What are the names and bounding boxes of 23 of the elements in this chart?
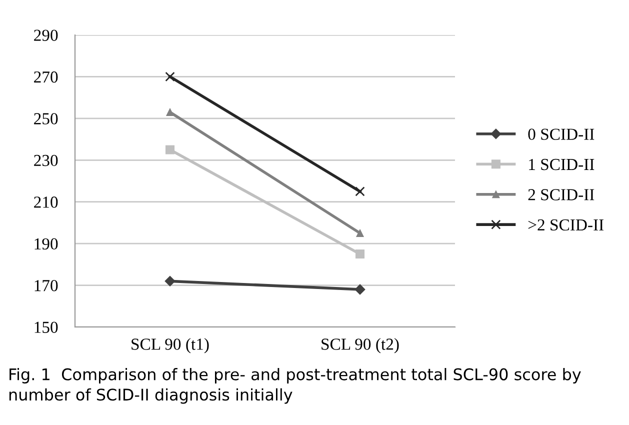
legend-label: 1 SCID-II: [529, 158, 594, 170]
y-tick-label: 170: [34, 280, 58, 292]
y-tick-label: 250: [34, 113, 58, 124]
y-tick-label: 190: [34, 238, 58, 250]
point: [166, 108, 174, 116]
x-tick-label: SCL 90 (t1): [132, 338, 209, 354]
point: [165, 72, 175, 82]
point: [356, 229, 364, 237]
legend-label: >2 SCID-II: [528, 219, 604, 231]
y-tick-label: 270: [34, 71, 58, 83]
point: [354, 284, 366, 295]
legend-label: 0 SCID-II: [528, 128, 594, 140]
y-tick-label: 230: [34, 154, 58, 166]
y-tick-label: 210: [34, 196, 58, 208]
point: [165, 145, 175, 154]
point: [355, 249, 365, 259]
x-tick-label: SCL 90 (t2): [322, 338, 399, 354]
point: [355, 186, 365, 196]
point: [164, 276, 176, 286]
y-tick-label: 150: [34, 322, 58, 333]
caption: Fig. 1 Comparison of the pre- and post-treatment total SCL-90 score by number of SCID-II diagnosis initially: [9, 368, 581, 404]
y-tick-label: 290: [34, 30, 58, 41]
legend-label: 2 SCID-II: [528, 189, 594, 200]
